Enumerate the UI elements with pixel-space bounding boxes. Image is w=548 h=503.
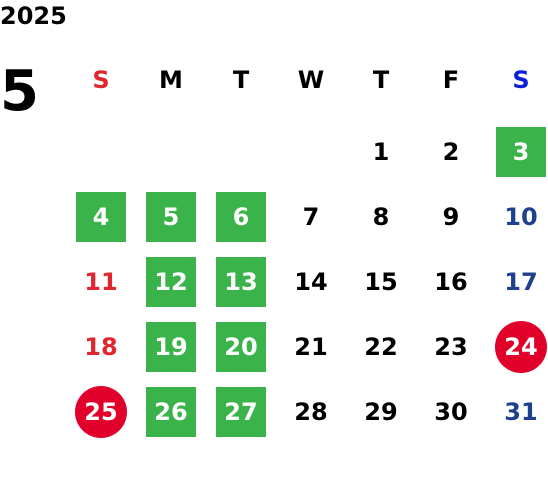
day-cell: 21 xyxy=(278,315,344,379)
empty-day-cell xyxy=(278,120,344,184)
weekday-header-monday: M xyxy=(159,66,183,94)
empty-day-cell xyxy=(138,120,204,184)
weekday-header-tuesday: T xyxy=(232,66,250,94)
day-cell: 24 xyxy=(488,315,548,379)
day-number: 5 xyxy=(146,192,196,242)
day-number: 22 xyxy=(364,333,398,361)
day-cell: 2 xyxy=(418,120,484,184)
day-number: 17 xyxy=(504,268,538,296)
empty-day-cell xyxy=(208,120,274,184)
day-number: 12 xyxy=(146,257,196,307)
day-cell: 26 xyxy=(138,380,204,444)
day-cell: 5 xyxy=(138,185,204,249)
day-cell: 9 xyxy=(418,185,484,249)
day-number: 23 xyxy=(434,333,468,361)
week-row: 11 12 13 14 15 16 17 xyxy=(68,250,548,314)
day-cell: 4 xyxy=(68,185,134,249)
day-cell: 12 xyxy=(138,250,204,314)
day-cell: 16 xyxy=(418,250,484,314)
day-cell: 19 xyxy=(138,315,204,379)
day-number: 30 xyxy=(434,398,468,426)
day-cell: 6 xyxy=(208,185,274,249)
day-number: 7 xyxy=(302,203,320,231)
day-cell: 7 xyxy=(278,185,344,249)
day-cell: 29 xyxy=(348,380,414,444)
day-number: 2 xyxy=(442,138,460,166)
week-row: 18 19 20 21 22 23 24 xyxy=(68,315,548,379)
day-number: 19 xyxy=(146,322,196,372)
empty-day-cell xyxy=(68,120,134,184)
day-cell: 15 xyxy=(348,250,414,314)
day-cell: 23 xyxy=(418,315,484,379)
week-row: 4 5 6 7 8 9 10 xyxy=(68,185,548,249)
day-number: 27 xyxy=(216,387,266,437)
day-number: 14 xyxy=(294,268,328,296)
day-cell: 10 xyxy=(488,185,548,249)
day-cell: 14 xyxy=(278,250,344,314)
day-number: 1 xyxy=(372,138,390,166)
day-number: 6 xyxy=(216,192,266,242)
day-cell: 11 xyxy=(68,250,134,314)
day-number: 21 xyxy=(294,333,328,361)
day-number: 29 xyxy=(364,398,398,426)
day-cell: 22 xyxy=(348,315,414,379)
month-number: 5 xyxy=(0,59,39,124)
day-cell: 13 xyxy=(208,250,274,314)
day-cell: 1 xyxy=(348,120,414,184)
day-number: 11 xyxy=(84,268,118,296)
day-number: 3 xyxy=(496,127,546,177)
year-label: 2025 xyxy=(0,2,67,30)
week-row: 25 26 27 28 29 30 31 xyxy=(68,380,548,444)
weekday-header-thursday: T xyxy=(372,66,390,94)
day-number: 20 xyxy=(216,322,266,372)
day-number: 4 xyxy=(76,192,126,242)
day-number: 13 xyxy=(216,257,266,307)
day-cell: 20 xyxy=(208,315,274,379)
day-cell: 30 xyxy=(418,380,484,444)
weekday-header-saturday: S xyxy=(512,66,530,94)
weekday-header-friday: F xyxy=(442,66,460,94)
weekday-header-sunday: S xyxy=(92,66,110,94)
day-number: 25 xyxy=(75,386,127,438)
weekday-header-wednesday: W xyxy=(297,66,325,94)
day-cell: 27 xyxy=(208,380,274,444)
day-cell: 8 xyxy=(348,185,414,249)
day-cell: 3 xyxy=(488,120,548,184)
day-cell: 18 xyxy=(68,315,134,379)
day-number: 15 xyxy=(364,268,398,296)
day-cell: 25 xyxy=(68,380,134,444)
day-number: 31 xyxy=(504,398,538,426)
day-number: 24 xyxy=(495,321,547,373)
day-cell: 17 xyxy=(488,250,548,314)
day-number: 10 xyxy=(504,203,538,231)
day-number: 26 xyxy=(146,387,196,437)
day-number: 16 xyxy=(434,268,468,296)
week-row: 1 2 3 xyxy=(68,120,548,184)
day-cell: 31 xyxy=(488,380,548,444)
day-number: 9 xyxy=(442,203,460,231)
day-number: 28 xyxy=(294,398,328,426)
day-cell: 28 xyxy=(278,380,344,444)
day-number: 18 xyxy=(84,333,118,361)
day-number: 8 xyxy=(372,203,390,231)
